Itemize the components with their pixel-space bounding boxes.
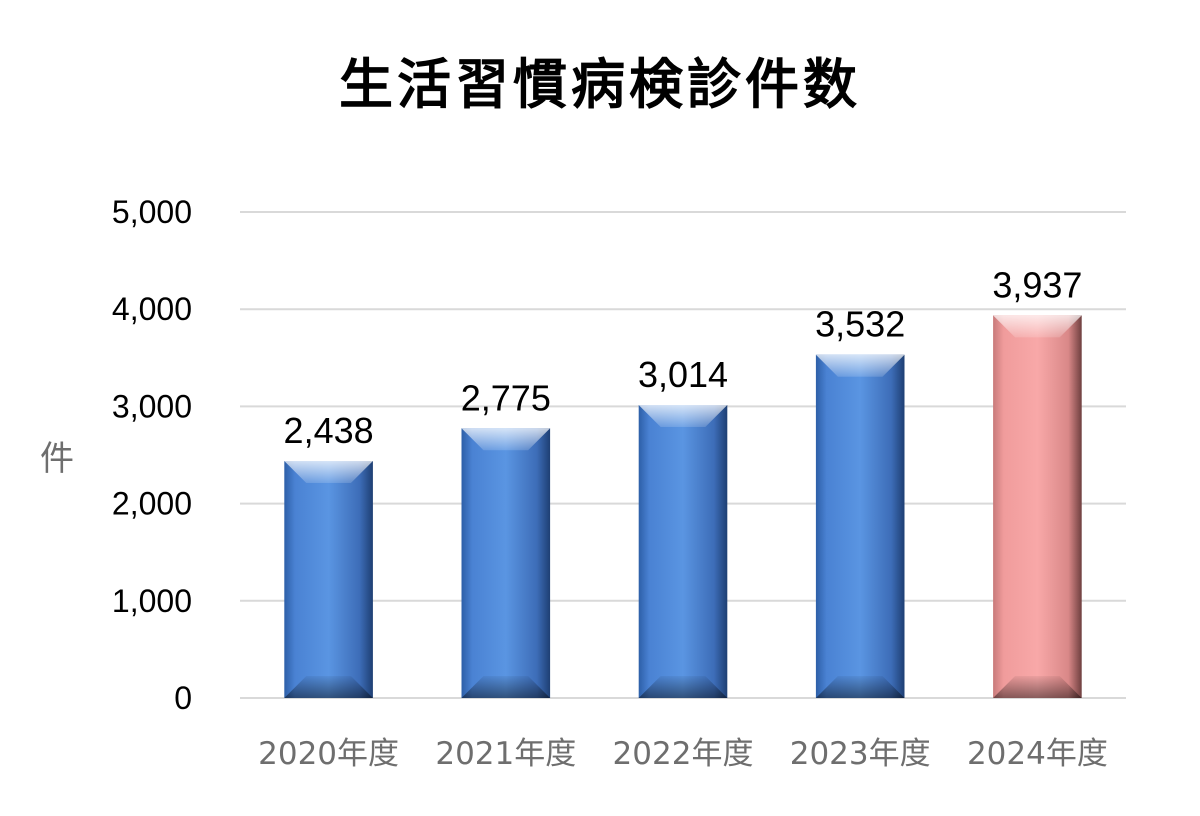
x-category-label: 2020年度 xyxy=(258,736,399,772)
bar-bottom-bevel xyxy=(461,676,551,698)
data-label: 3,937 xyxy=(992,264,1082,305)
bar-top-bevel xyxy=(284,461,373,484)
bar-bottom-bevel xyxy=(284,676,373,698)
bar-bottom-bevel xyxy=(993,676,1082,698)
y-tick-label: 3,000 xyxy=(112,388,192,424)
data-label: 3,014 xyxy=(638,354,728,395)
x-category-label: 2024年度 xyxy=(967,736,1108,772)
bar-body xyxy=(461,428,551,698)
x-category-label: 2021年度 xyxy=(435,736,576,772)
bar xyxy=(284,461,373,698)
y-tick-label: 1,000 xyxy=(112,583,192,619)
y-tick-label: 0 xyxy=(174,680,192,716)
y-tick-label: 2,000 xyxy=(112,486,192,522)
y-tick-label: 5,000 xyxy=(112,194,192,230)
bar-top-bevel xyxy=(815,354,905,377)
data-label: 2,438 xyxy=(284,410,374,451)
bar xyxy=(461,428,551,698)
data-label: 2,775 xyxy=(461,377,551,418)
y-axis-label: 件 xyxy=(40,439,74,479)
bar-body xyxy=(284,461,373,698)
bar-body xyxy=(993,315,1082,698)
bar-body xyxy=(638,405,728,698)
bar xyxy=(993,315,1082,698)
bar xyxy=(638,405,728,698)
chart-title: 生活習慣病検診件数 xyxy=(339,53,861,116)
bar-bottom-bevel xyxy=(638,676,728,698)
x-category-label: 2023年度 xyxy=(790,736,931,772)
x-category-label: 2022年度 xyxy=(613,736,754,772)
bar-body xyxy=(815,354,905,698)
y-tick-label: 4,000 xyxy=(112,291,192,327)
bar xyxy=(815,354,905,698)
bar-bottom-bevel xyxy=(815,676,905,698)
bar-top-bevel xyxy=(638,405,728,428)
bar-top-bevel xyxy=(461,428,551,451)
data-label: 3,532 xyxy=(815,304,905,345)
bar-top-bevel xyxy=(993,315,1082,338)
